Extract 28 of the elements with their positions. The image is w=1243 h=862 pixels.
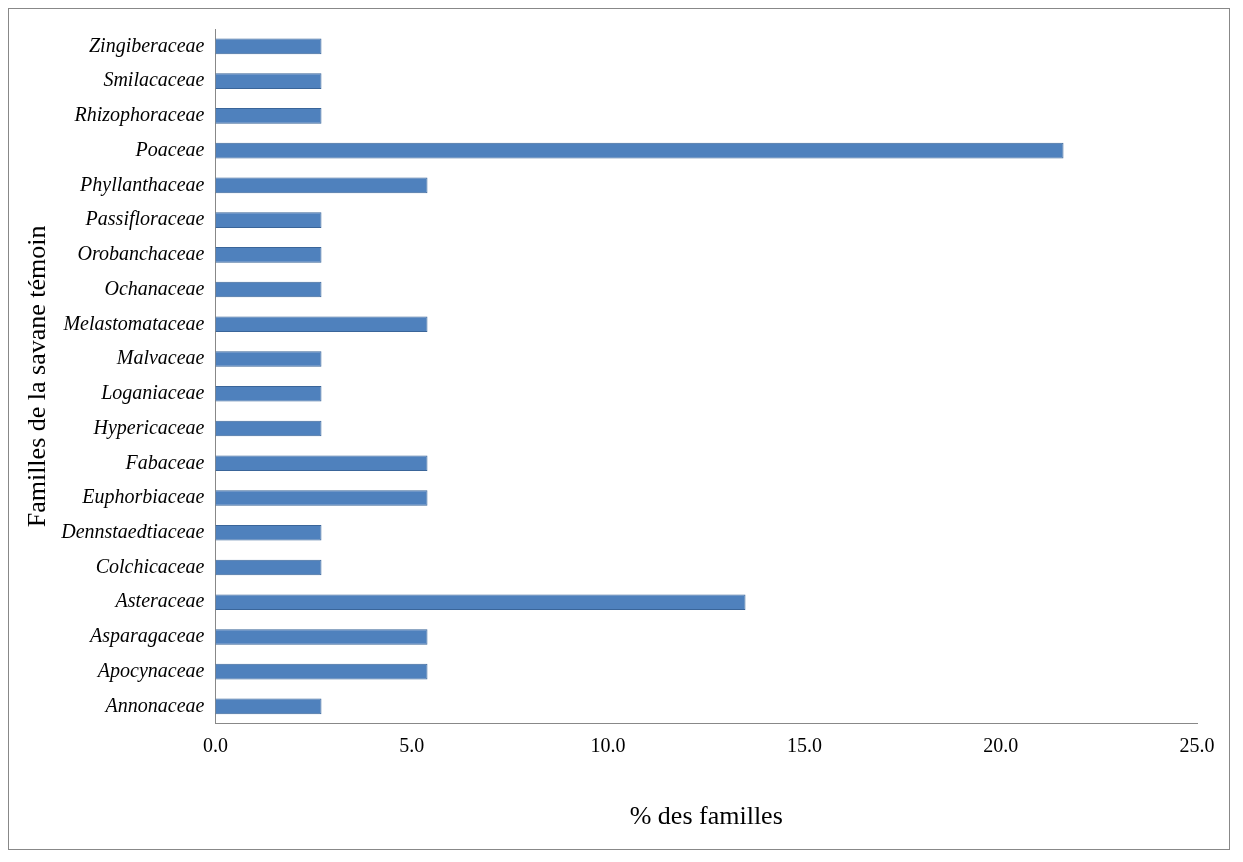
y-tick-label: Passifloraceae bbox=[84, 207, 205, 231]
x-tick-label: 15.0 bbox=[786, 734, 822, 757]
x-tick-label: 5.0 bbox=[399, 734, 425, 757]
y-tick-label: Phyllanthaceae bbox=[79, 172, 205, 196]
y-tick-label: Loganiaceae bbox=[100, 381, 205, 405]
x-tick-label: 20.0 bbox=[983, 734, 1019, 757]
y-tick-label: Orobanchaceae bbox=[77, 242, 205, 265]
x-tick-label: 0.0 bbox=[202, 734, 228, 757]
y-axis-title: Familles de la savane témoin bbox=[22, 225, 52, 528]
y-tick-label: Euphorbiaceae bbox=[81, 485, 205, 509]
y-tick-label: Zingiberaceae bbox=[88, 33, 205, 57]
x-tick-label: 25.0 bbox=[1179, 734, 1215, 757]
y-tick-label: Fabaceae bbox=[124, 450, 205, 473]
y-tick-label: Asteraceae bbox=[113, 589, 205, 612]
x-axis-title: % des familles bbox=[629, 801, 783, 831]
y-tick-label: Ochanaceae bbox=[104, 276, 205, 299]
y-tick-label: Poaceae bbox=[134, 137, 205, 160]
y-tick-label: Apocynaceae bbox=[95, 658, 205, 682]
y-tick-label: Smilacaceae bbox=[103, 68, 205, 91]
y-tick-label: Colchicaceae bbox=[95, 554, 205, 577]
y-tick-label: Dennstaedtiaceae bbox=[60, 519, 205, 542]
y-tick-label: Hypericaceae bbox=[92, 415, 205, 439]
y-tick-label: Melastomataceae bbox=[62, 311, 205, 334]
y-tick-label: Asparagaceae bbox=[88, 624, 205, 648]
x-tick-label: 10.0 bbox=[590, 734, 626, 757]
y-tick-label: Annonaceae bbox=[103, 693, 205, 716]
y-tick-label: Malvaceae bbox=[115, 346, 205, 369]
y-tick-label: Rhizophoraceae bbox=[73, 103, 205, 127]
